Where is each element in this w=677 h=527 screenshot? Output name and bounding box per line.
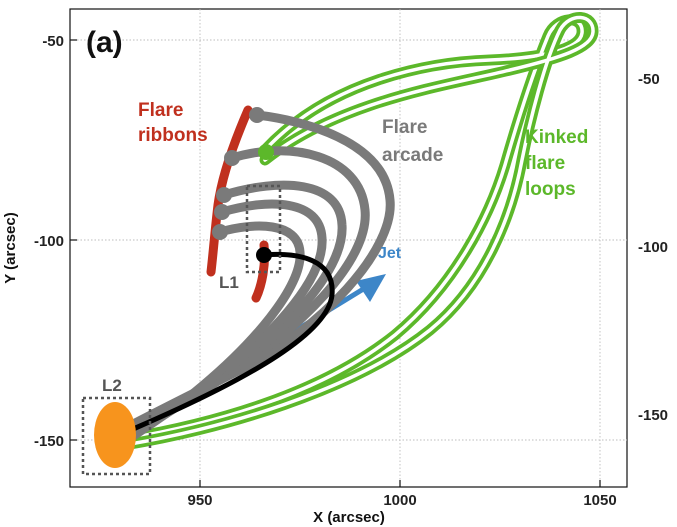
y-tick-label-right: -100 bbox=[638, 239, 668, 256]
arcade-footpoint-dot bbox=[224, 150, 240, 166]
kinked-loops-label-line2: flare bbox=[525, 153, 565, 174]
box-l2 bbox=[81, 396, 152, 476]
arcade-footpoint-dot bbox=[214, 204, 230, 220]
arcade-footpoint-dot bbox=[212, 224, 228, 240]
grid bbox=[70, 9, 627, 487]
black-footpoint-dot bbox=[256, 247, 272, 263]
kinked-loop-core bbox=[116, 18, 584, 442]
box-l2-label: L2 bbox=[102, 376, 122, 395]
y-tick-label-left: -100 bbox=[34, 233, 64, 250]
y-tick-label-right: -150 bbox=[638, 407, 668, 424]
y-tick-label-right: -50 bbox=[638, 71, 660, 88]
x-tick-label: 950 bbox=[187, 492, 212, 509]
black-loop bbox=[115, 251, 335, 439]
x-tick-label: 1050 bbox=[583, 492, 616, 509]
jet-label: Jet bbox=[378, 245, 402, 262]
kinked-loops-label-line3: loops bbox=[525, 179, 576, 200]
arcade-footpoint-dot bbox=[216, 187, 232, 203]
flare-ribbons-label-line2: ribbons bbox=[138, 125, 208, 146]
kinked-footpoint-dot bbox=[258, 144, 274, 160]
y-tick-label-left: -150 bbox=[34, 433, 64, 450]
ribbon-west bbox=[206, 105, 253, 277]
footpoints bbox=[212, 107, 274, 263]
tick-marks bbox=[70, 39, 601, 487]
kinked-loops-label-line1: Kinked bbox=[525, 127, 588, 148]
x-axis-title: X (arcsec) bbox=[313, 509, 385, 526]
flare-arcade-label-line1: Flare bbox=[382, 117, 427, 138]
y-axis-title: Y (arcsec) bbox=[2, 212, 19, 283]
flare-arcade-label-line2: arcade bbox=[382, 145, 443, 166]
box-l1-label: L1 bbox=[219, 273, 239, 292]
kinked-flare-loops bbox=[112, 12, 599, 452]
flare-ribbons-label-line1: Flare bbox=[138, 100, 183, 121]
orange-footpoint bbox=[94, 402, 136, 468]
x-tick-label: 1000 bbox=[383, 492, 416, 509]
panel-label: (a) bbox=[86, 26, 123, 59]
jet-arrowhead bbox=[356, 274, 386, 302]
y-tick-label-left: -50 bbox=[42, 33, 64, 50]
kinked-loop-core bbox=[116, 15, 595, 448]
box-l1 bbox=[245, 184, 282, 274]
arcade-footpoint-dot bbox=[249, 107, 265, 123]
